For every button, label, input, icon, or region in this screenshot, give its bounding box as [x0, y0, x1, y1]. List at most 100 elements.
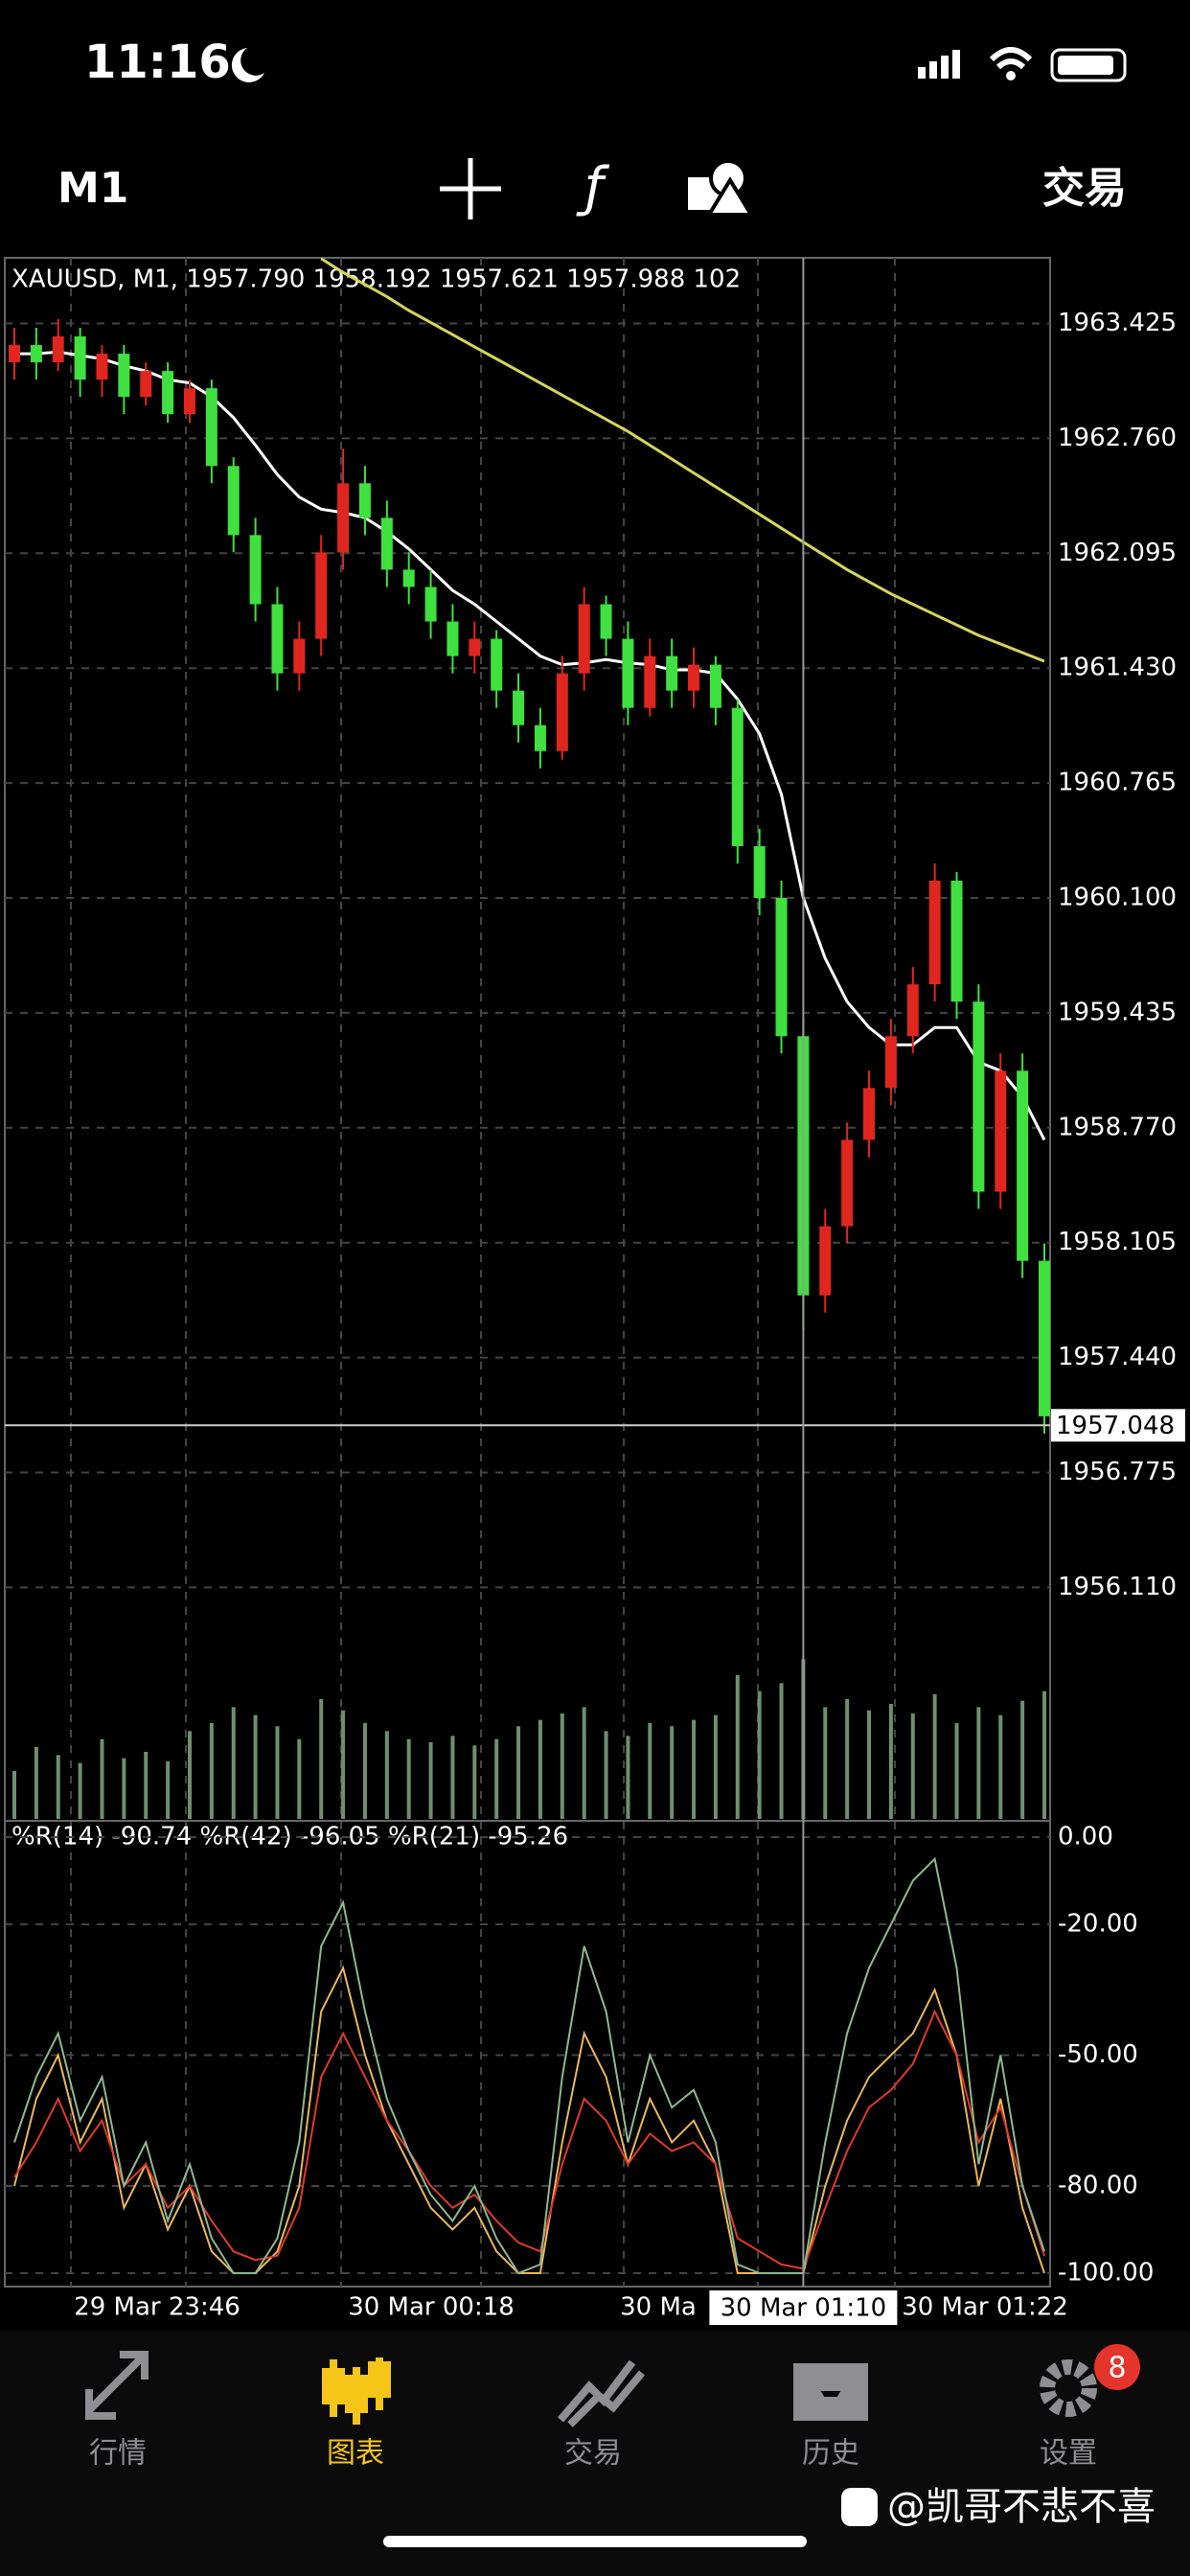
candle-body — [863, 1088, 876, 1140]
candle-body — [205, 388, 217, 467]
volume-bar — [56, 1755, 60, 1819]
tab-label[interactable]: 行情 — [89, 2437, 147, 2471]
volume-bar — [122, 1758, 126, 1819]
y-tick-label: 1962.760 — [1058, 424, 1177, 452]
volume-bar — [1042, 1690, 1046, 1819]
watermark: @凯哥不悲不喜 — [887, 2485, 1156, 2529]
wpr-tick-label: -100.00 — [1058, 2259, 1154, 2288]
objects-button[interactable] — [688, 159, 755, 217]
candle-body — [884, 1036, 897, 1089]
tab-label[interactable]: 图表 — [327, 2437, 384, 2471]
tab-label[interactable]: 历史 — [802, 2437, 859, 2471]
y-tick-label: 1956.110 — [1058, 1573, 1177, 1601]
volume-bar — [779, 1683, 784, 1819]
candle-body — [973, 1001, 985, 1192]
crosshair-button[interactable] — [440, 158, 501, 219]
wpr-line — [13, 1856, 1045, 2275]
volume-bar — [932, 1694, 937, 1819]
wpr-tick-label: -50.00 — [1058, 2040, 1138, 2069]
watermark-logo — [841, 2488, 878, 2526]
y-tick-label: 1958.770 — [1058, 1113, 1177, 1141]
y-tick-label: 1957.440 — [1058, 1343, 1177, 1371]
trade-button[interactable]: 交易 — [1042, 164, 1127, 213]
volume-bar — [757, 1690, 762, 1819]
y-tick-label: 1956.775 — [1058, 1458, 1177, 1486]
candle-body — [644, 656, 656, 708]
candle-body — [928, 880, 941, 985]
chart-header: XAUUSD, M1, 1957.790 1958.192 1957.621 1… — [11, 265, 741, 294]
volume-bar — [845, 1699, 850, 1819]
y-tick-label: 1963.425 — [1058, 309, 1177, 337]
candle-body — [753, 845, 766, 899]
crosshair-time-box — [709, 2290, 898, 2325]
tab-label[interactable]: 交易 — [564, 2437, 622, 2471]
volume-bar — [735, 1675, 740, 1819]
volume-bar — [976, 1707, 981, 1819]
volume-bar — [78, 1762, 82, 1819]
volume-bar — [560, 1714, 564, 1819]
volume-bar — [144, 1752, 149, 1819]
volume-bar — [954, 1723, 959, 1819]
volume-bar — [823, 1707, 828, 1819]
candle-body — [731, 707, 744, 846]
volume-bar — [867, 1710, 872, 1819]
tab-label[interactable]: 设置 — [1040, 2437, 1097, 2471]
volume-bar — [428, 1742, 433, 1819]
x-tick-label: 30 Mar 00:18 — [348, 2293, 515, 2322]
wpr-line — [13, 2009, 1045, 2270]
candle-body — [271, 604, 284, 674]
candle-body — [622, 638, 634, 708]
timeframe-button[interactable]: M1 — [57, 164, 128, 213]
volume-bar — [888, 1704, 893, 1819]
candle-body — [183, 388, 195, 415]
wpr-tick-label: -20.00 — [1058, 1910, 1138, 1939]
tab-bar — [0, 2331, 1190, 2576]
wifi-dot — [1006, 71, 1016, 80]
volume-bar — [297, 1738, 302, 1819]
candle-body — [402, 569, 415, 587]
candle-body — [491, 638, 503, 691]
candle-body — [775, 898, 788, 1037]
price-label: 1957.048 — [1056, 1412, 1175, 1440]
wpr-tick-label: -80.00 — [1058, 2172, 1138, 2200]
candle-body — [534, 724, 546, 751]
candle-body — [380, 518, 393, 570]
candle-body — [249, 535, 262, 605]
volume-bar — [362, 1723, 367, 1819]
volume-bar — [12, 1771, 16, 1819]
y-tick-label: 1958.105 — [1058, 1228, 1177, 1256]
badge-count: 8 — [1108, 2352, 1126, 2385]
volume-bar — [670, 1726, 675, 1819]
candle-body — [709, 664, 721, 708]
candle-body — [52, 336, 64, 363]
volume-bar — [604, 1731, 608, 1819]
candle-body — [227, 466, 240, 536]
wpr-line — [13, 1965, 1045, 2274]
candle-body — [688, 664, 700, 691]
volume-bar — [516, 1726, 521, 1819]
status-time: 11:16 — [84, 35, 231, 89]
volume-bar — [100, 1738, 104, 1819]
volume-bar — [253, 1714, 258, 1819]
candle-body — [995, 1070, 1007, 1192]
volume-bar — [582, 1707, 586, 1819]
tab-icons — [85, 2351, 1097, 2427]
candle-body — [118, 354, 130, 398]
candle-body — [315, 552, 328, 639]
candle-body — [446, 621, 459, 656]
battery-level — [1058, 56, 1113, 75]
volume-bar — [472, 1745, 477, 1819]
wpr-tick-label: 0.00 — [1058, 1823, 1113, 1852]
candle-body — [9, 345, 20, 363]
candle-body — [556, 673, 568, 751]
volume-bar — [450, 1736, 455, 1819]
candle-body — [666, 656, 678, 691]
price-label-box — [1051, 1409, 1185, 1442]
volume-bar — [275, 1726, 280, 1819]
wifi-icon — [989, 47, 1033, 70]
badge — [1094, 2344, 1140, 2390]
x-tick-label: 30 Mar 01:22 — [902, 2293, 1068, 2322]
candle-body — [513, 690, 525, 725]
candle-body — [30, 345, 42, 363]
